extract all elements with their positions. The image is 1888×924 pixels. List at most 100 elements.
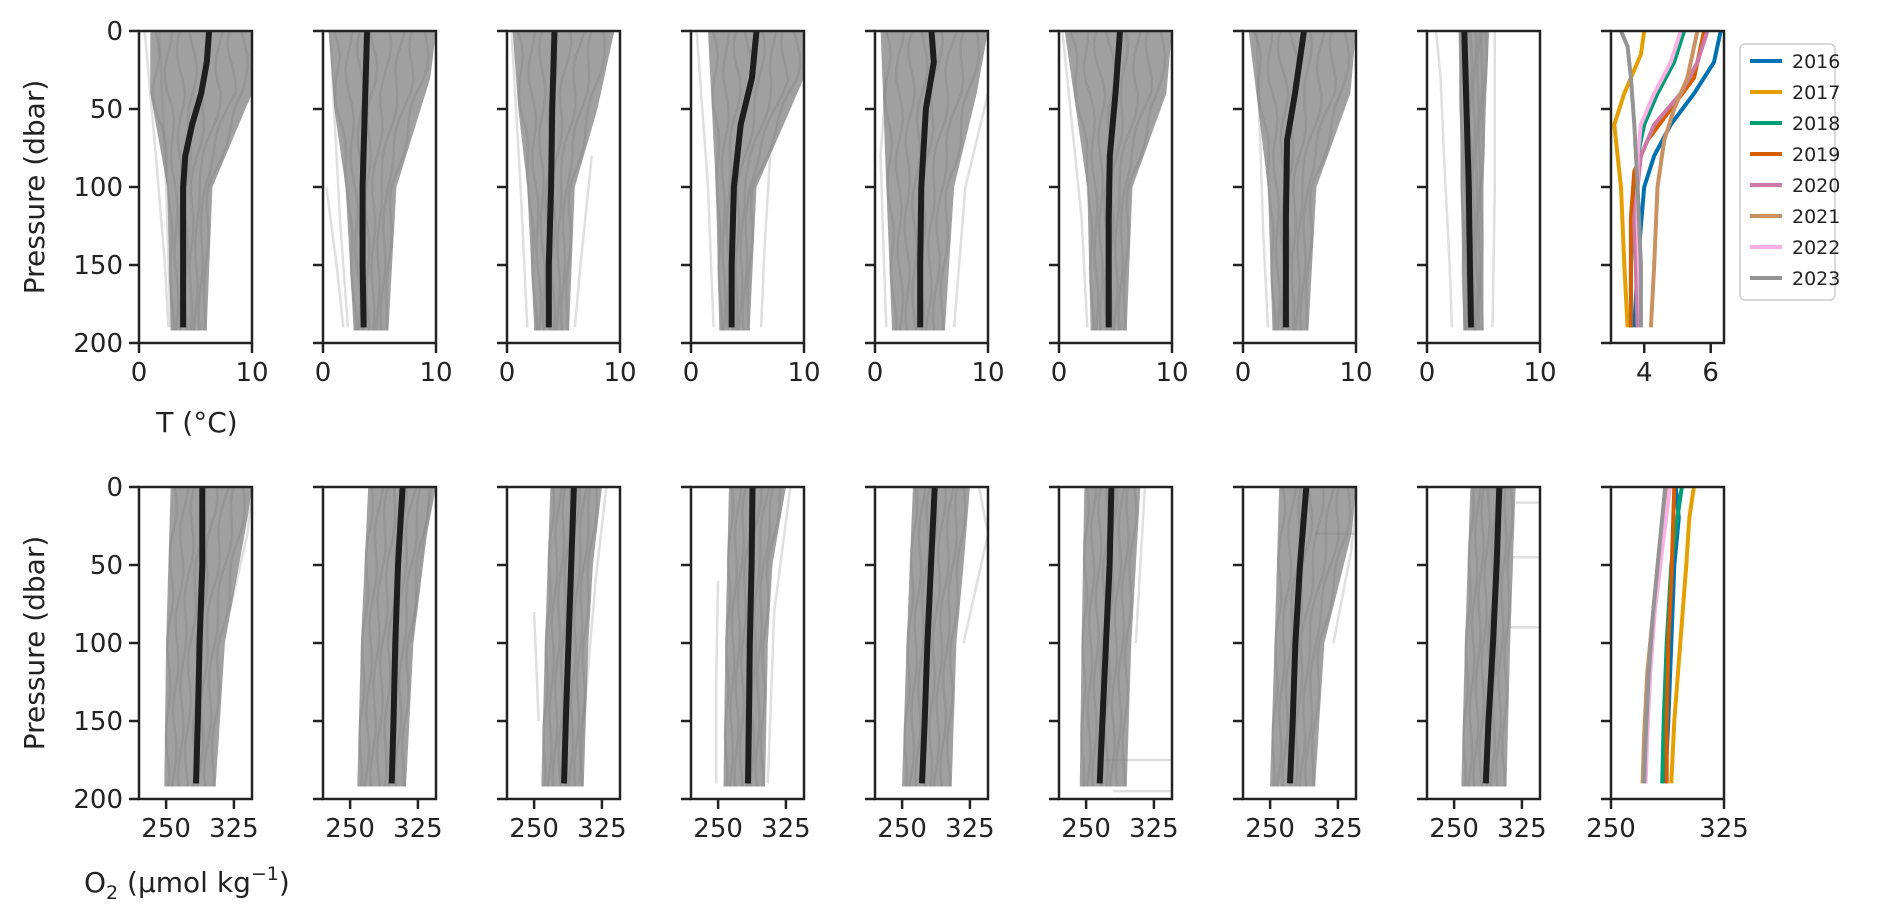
ensemble-envelope [723,487,786,787]
ensemble-profile [546,487,563,787]
ensemble-profile [1476,31,1484,331]
annual-profile-2016 [1632,30,1723,328]
ensemble-profile [1299,31,1337,331]
outlier-profile [879,77,888,328]
y-tick-label: 100 [73,173,123,203]
x-tick-label: 325 [945,814,995,844]
legend-label: 2023 [1792,268,1840,290]
ensemble-envelope [1461,487,1516,787]
y-tick-label: 200 [73,329,123,359]
ensemble-profile [759,487,782,787]
x-tick-label: 250 [693,814,743,844]
ensemble-profile [734,31,767,331]
profile-panel-temperature-7: 0 10 [1233,29,1373,388]
x-tick-label: 325 [1497,814,1547,844]
ensemble-profile [1479,31,1489,331]
ensemble-profile [908,487,927,787]
legend-label: 2018 [1792,113,1840,135]
ensemble-profile [176,487,196,787]
ensemble-profile [1495,487,1508,787]
ensemble-envelope [150,31,252,331]
ensemble-profile [572,487,592,787]
annual-profile-2023 [1619,30,1643,328]
legend-item-2016: 2016 [1750,51,1840,73]
x-tick-label: 250 [141,814,191,844]
ensemble-profile [384,31,430,331]
ensemble-profile [903,487,919,787]
outlier-profile [962,487,988,644]
ensemble-profile [939,31,981,331]
legend-item-2020: 2020 [1750,175,1840,197]
ensemble-profile [358,487,375,787]
ensemble-profile [1474,31,1482,331]
y-tick-label: 0 [106,473,123,503]
mean-profile [919,486,938,784]
ensemble-envelope [1248,31,1356,331]
ensemble-profile [932,487,955,787]
ensemble-profile [1271,487,1287,787]
profile-panel-temperature-8: 0 10 [1417,29,1557,388]
y-axis-label: Pressure (dbar) [18,536,51,751]
ensemble-profile [931,31,965,331]
ensemble-profile [542,487,556,787]
outlier-profile [578,487,608,784]
annual-profile-2017 [1669,486,1696,784]
outlier-profile [952,93,988,328]
ensemble-profile [203,487,235,787]
ensemble-profile [720,31,731,331]
outlier-profile [766,487,792,784]
legend: 2016 2017 2018 2019 2020 2021 2022 2023 [1739,43,1840,301]
ensemble-profile [711,31,724,331]
ensemble-profile [723,487,735,787]
ensemble-profile [375,487,397,787]
x-tick-label: 250 [325,814,375,844]
y-tick-label: 150 [73,707,123,737]
ensemble-profile [538,31,547,331]
x-tick-label: 10 [971,358,1004,388]
x-tick-label: 0 [867,358,884,388]
y-tick-label: 100 [73,629,123,659]
legend-label: 2022 [1792,237,1840,259]
x-tick-label: 0 [315,358,332,388]
ensemble-profile [910,31,929,331]
ensemble-envelope [328,31,436,331]
profile-panel-oxygen-1: 0 50 100 150 200 250 325 [73,473,258,844]
legend-item-2021: 2021 [1750,206,1840,228]
ensemble-profile [894,31,906,331]
ensemble-profile [733,487,747,787]
mean-profile [1461,30,1475,328]
annual-profile-2019 [1664,486,1677,784]
ensemble-profile [363,31,379,331]
mean-profile [745,486,756,784]
x-tick-label: 10 [235,358,268,388]
outlier-profile [1134,487,1147,644]
x-tick-label: 0 [499,358,516,388]
ensemble-profile [1472,487,1485,787]
mean-profile [728,30,760,328]
ensemble-profile [1304,487,1341,787]
mean-profile [1282,30,1307,328]
ensemble-profile [746,31,802,331]
outlier-profile [715,580,720,784]
ensemble-profile [924,31,959,331]
x-tick-label: 325 [393,814,443,844]
ensemble-envelope [1064,31,1172,331]
x-tick-label: 4 [1636,358,1653,388]
outlier-profile [1491,31,1497,328]
ensemble-profile [1080,487,1091,787]
ensemble-profile [737,31,778,331]
ensemble-profile [1462,487,1475,787]
ensemble-envelope [902,487,970,787]
ensemble-profile [1114,487,1130,787]
legend-item-2017: 2017 [1750,82,1840,104]
ensemble-profile [192,31,224,331]
ensemble-profile [1121,487,1138,787]
y-tick-label: 50 [90,551,123,581]
legend-label: 2016 [1792,51,1840,73]
ensemble-profile [754,487,775,787]
ensemble-profile [939,487,959,787]
ensemble-profile [741,31,789,331]
x-tick-label: 325 [577,814,627,844]
x-axis-label-oxygen: O2 (µmol kg−1) [84,863,290,904]
x-tick-label: 325 [209,814,259,844]
